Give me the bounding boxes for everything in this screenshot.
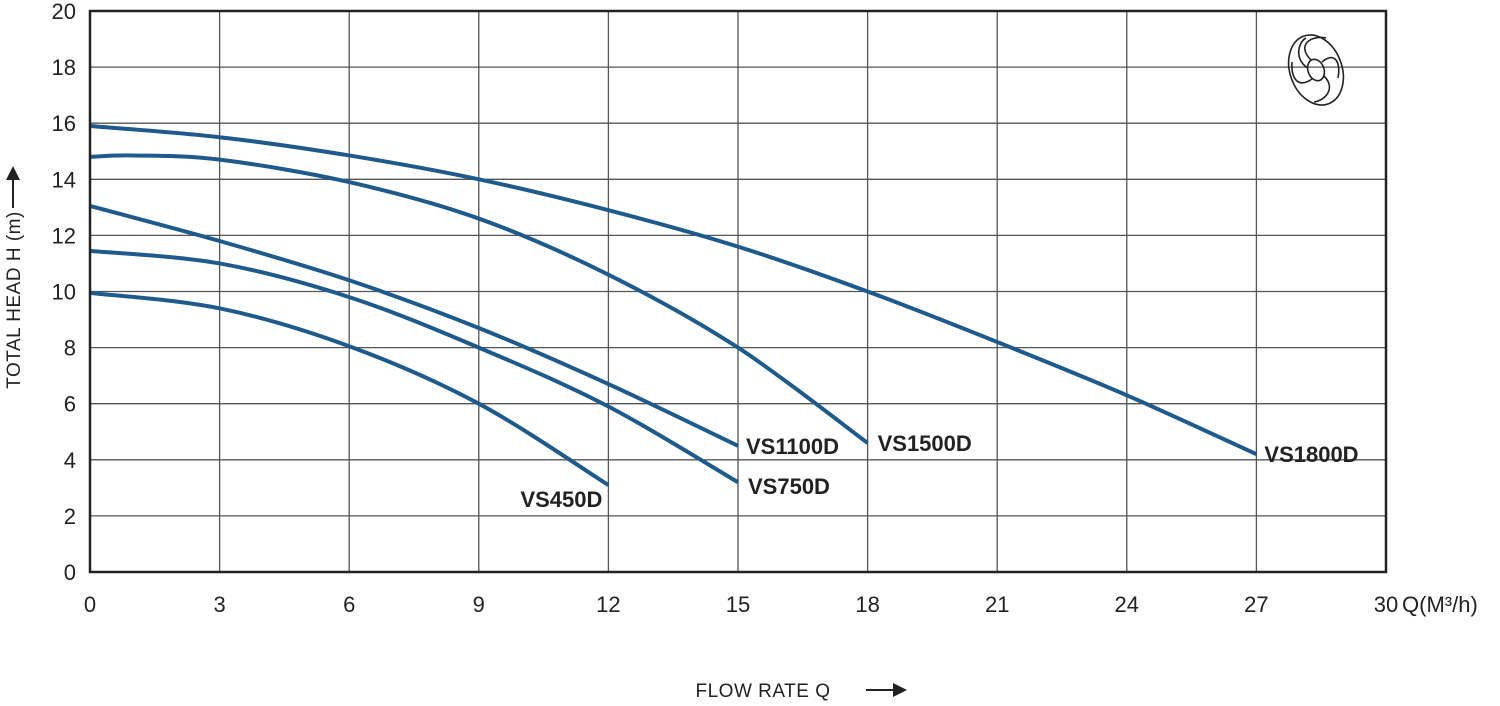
x-tick-label: 6 — [343, 592, 355, 617]
y-axis-title: TOTAL HEAD H (m) — [4, 211, 25, 389]
x-tick-label: 21 — [985, 592, 1009, 617]
x-axis-unit: Q(M³/h) — [1402, 592, 1478, 617]
series-line-vs1100d — [89, 204, 739, 448]
x-axis-arrow-icon — [866, 683, 907, 697]
y-tick-label: 4 — [64, 448, 76, 473]
x-tick-label: 27 — [1244, 592, 1268, 617]
y-tick-label: 8 — [64, 336, 76, 361]
impeller-icon — [1287, 34, 1345, 106]
x-tick-label: 18 — [855, 592, 879, 617]
y-axis-arrow-icon — [6, 166, 20, 208]
y-tick-label: 2 — [64, 504, 76, 529]
y-tick-label: 6 — [64, 392, 76, 417]
y-tick-label: 12 — [52, 223, 76, 248]
series-line-vs1500d — [89, 153, 869, 445]
y-tick-label: 14 — [52, 167, 76, 192]
x-tick-label: 3 — [213, 592, 225, 617]
series-line-vs1800d — [89, 124, 1258, 457]
x-tick-label: 15 — [726, 592, 750, 617]
x-axis-label: FLOW RATE Q — [696, 681, 831, 701]
x-tick-label: 30 — [1374, 592, 1398, 617]
curves: VS1800D VS1500D VS1100D VS750D VS450D — [89, 124, 1359, 512]
y-tick-label: 16 — [52, 111, 76, 136]
x-tick-label: 12 — [596, 592, 620, 617]
series-label: VS450D — [520, 487, 602, 512]
y-tick-label: 20 — [52, 0, 76, 24]
y-axis-label: TOTAL HEAD H (m) — [4, 211, 25, 389]
x-tick-label: 9 — [473, 592, 485, 617]
series-line-vs750d — [89, 248, 740, 484]
y-tick-label: 10 — [52, 280, 76, 305]
series-label: VS750D — [748, 474, 830, 499]
grid — [89, 10, 1387, 573]
series-label: VS1500D — [878, 431, 972, 456]
y-tick-label: 18 — [52, 55, 76, 80]
plot-frame — [88, 9, 1388, 574]
y-tick-label: 0 — [64, 560, 76, 585]
series-line-vs450d — [89, 290, 610, 487]
x-tick-label: 0 — [84, 592, 96, 617]
series-label: VS1100D — [746, 434, 839, 459]
x-tick-label: 24 — [1115, 592, 1139, 617]
series-label: VS1800D — [1264, 442, 1358, 467]
